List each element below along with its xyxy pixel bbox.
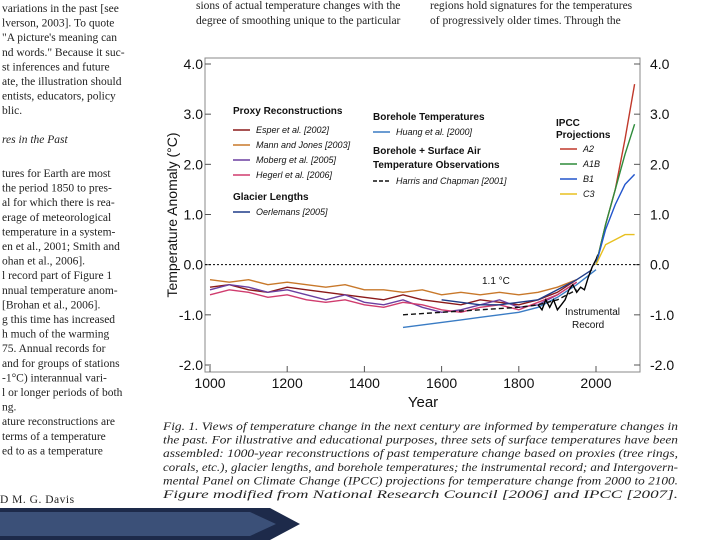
series-line xyxy=(595,233,635,266)
y-tick-label: 0.0 xyxy=(184,257,204,273)
legend-title: IPCC xyxy=(556,118,580,129)
legend-title: Projections xyxy=(556,130,611,141)
y2-tick-label: 1.0 xyxy=(650,207,670,223)
legend-label: B1 xyxy=(583,174,594,184)
body-text: terms of a temperature xyxy=(2,431,106,443)
legend-label: Harris and Chapman [2001] xyxy=(396,176,507,186)
series-line xyxy=(595,173,636,265)
decor-arrow-inner xyxy=(0,512,276,536)
x-tick-label: 1600 xyxy=(426,375,457,391)
y2-tick-label: 4.0 xyxy=(650,56,670,72)
caption: Fig. 1. Views of temperature change in t… xyxy=(162,421,678,433)
x-tick-label: 1400 xyxy=(349,375,380,391)
y2-tick-label: -2.0 xyxy=(650,357,674,373)
footer: D M. G. Davis xyxy=(0,494,75,506)
annotation: 1.1 °C xyxy=(482,276,510,287)
x-tick-label: 2000 xyxy=(580,375,611,391)
series-line xyxy=(209,281,578,314)
series-line xyxy=(402,269,597,329)
body-text: "A picture's meaning can xyxy=(2,32,117,44)
legend-label: Huang et al. [2000] xyxy=(396,127,473,137)
x-tick-label: 1800 xyxy=(503,375,534,391)
legend-label: Mann and Jones [2003] xyxy=(256,140,351,150)
legend-label: Hegerl et al. [2006] xyxy=(256,170,333,180)
series-line xyxy=(209,281,578,314)
body-text: and for groups of stations xyxy=(2,358,120,370)
body-text: of progressively older times. Through th… xyxy=(430,15,621,27)
body-text: sions of actual temperature changes with… xyxy=(196,0,400,12)
y2-tick-label: -1.0 xyxy=(650,307,674,323)
body-text: entists, educators, policy xyxy=(2,91,116,103)
y-tick-label: -1.0 xyxy=(179,307,203,323)
legend-label: A2 xyxy=(582,144,594,154)
plot-frame xyxy=(204,57,641,373)
body-text: g this time has increased xyxy=(2,314,115,326)
body-text: -1°C) interannual vari- xyxy=(2,372,107,384)
annotation: Instrumental xyxy=(565,307,620,318)
y-tick-label: 1.0 xyxy=(184,207,204,223)
body-text: h much of the warming xyxy=(2,329,110,341)
body-text: degree of smoothing unique to the partic… xyxy=(196,15,401,27)
series-line xyxy=(537,254,599,312)
body-text: variations in the past [see xyxy=(2,3,119,15)
body-text: [Brohan et al., 2006]. xyxy=(2,299,100,311)
body-text: ature reconstructions are xyxy=(2,416,115,428)
y2-tick-label: 2.0 xyxy=(650,156,670,172)
legend-title: Borehole Temperatures xyxy=(373,112,485,123)
body-text: nd words." Because it suc- xyxy=(2,47,125,59)
annotation: Record xyxy=(572,320,604,331)
y-tick-label: 3.0 xyxy=(184,106,204,122)
legend-label: Moberg et al. [2005] xyxy=(256,155,337,165)
body-text: ng. xyxy=(2,402,17,414)
series-line xyxy=(595,123,636,265)
y-tick-label: 2.0 xyxy=(184,156,204,172)
body-text: l record part of Figure 1 xyxy=(2,270,112,282)
x-tick-label: 1200 xyxy=(272,375,303,391)
caption: Figure modified from National Research C… xyxy=(162,489,678,501)
body-text: erage of meteorological xyxy=(2,212,111,224)
y-tick-label: -2.0 xyxy=(179,357,203,373)
body-text: temperature in a system- xyxy=(2,226,116,238)
body-text: nnual temperature anom- xyxy=(2,285,118,297)
legend-title: Glacier Lengths xyxy=(233,192,309,203)
section-heading: res in the Past xyxy=(2,134,68,146)
legend-label: Oerlemans [2005] xyxy=(256,207,328,217)
y2-tick-label: 0.0 xyxy=(650,257,670,273)
body-text: ed to as a temperature xyxy=(2,445,103,457)
y-tick-label: 4.0 xyxy=(184,56,204,72)
body-text: lverson, 2003]. To quote xyxy=(2,18,114,30)
top-columns: sions of actual temperature changes with… xyxy=(196,0,633,27)
body-text: the period 1850 to pres- xyxy=(2,183,112,195)
caption: assembled: 1000-year reconstructions of … xyxy=(163,448,678,460)
body-text: blic. xyxy=(2,105,22,117)
legend-label: Esper et al. [2002] xyxy=(256,125,330,135)
body-text: tures for Earth are most xyxy=(2,168,111,180)
body-text: ate, the illustration should xyxy=(2,76,122,88)
x-tick-label: 1000 xyxy=(194,375,225,391)
body-text: l or longer periods of both xyxy=(2,387,123,399)
body-text: al for which there is rea- xyxy=(2,197,115,209)
caption: mental Panel on Climate Change (IPCC) pr… xyxy=(163,475,678,487)
legend-label: C3 xyxy=(583,189,595,199)
legend-title: Borehole + Surface Air xyxy=(373,146,481,157)
x-axis-title: Year xyxy=(408,394,438,411)
body-text: regions hold signatures for the temperat… xyxy=(430,0,633,12)
legend-label: A1B xyxy=(582,159,600,169)
series-line xyxy=(209,278,577,296)
caption: corals, etc.), glacier lengths, and bore… xyxy=(163,462,678,474)
series-line xyxy=(402,289,578,316)
legend-title: Proxy Reconstructions xyxy=(233,106,343,117)
series-line xyxy=(441,269,593,306)
body-text: en et al., 2001; Smith and xyxy=(2,241,120,253)
body-text: 75. Annual records for xyxy=(2,343,106,355)
body-text: ohan et al., 2006]. xyxy=(2,256,85,268)
y2-tick-label: 3.0 xyxy=(650,106,670,122)
left-column: variations in the past [see lverson, 2003… xyxy=(2,3,125,457)
y-axis-title: Temperature Anomaly (°C) xyxy=(164,132,180,297)
legend-title: Temperature Observations xyxy=(373,160,500,171)
caption: the past. For illustrative and education… xyxy=(163,435,678,447)
body-text: st inferences and future xyxy=(2,61,110,73)
